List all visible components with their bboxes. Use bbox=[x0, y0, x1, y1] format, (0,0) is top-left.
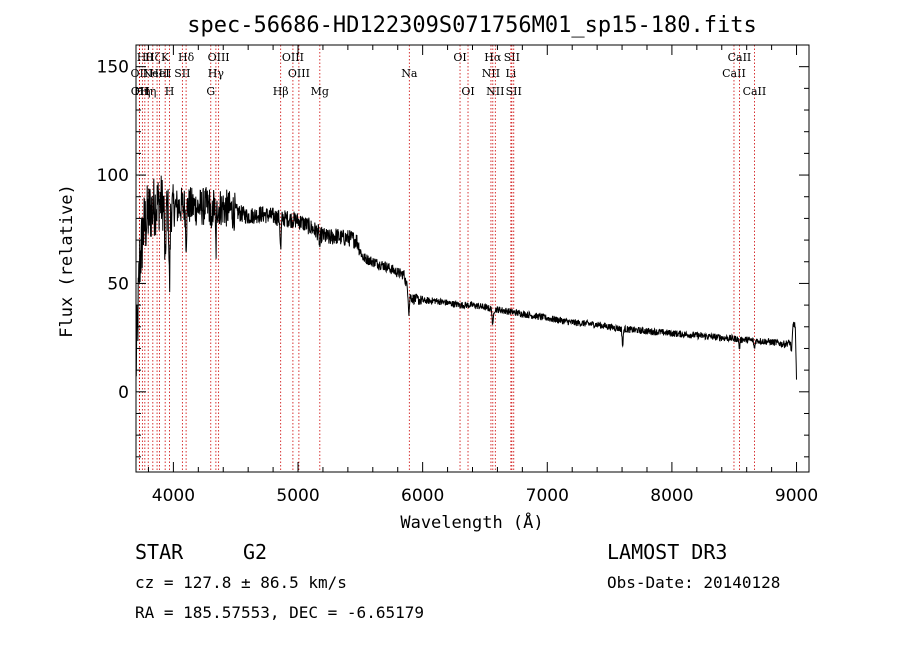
reference-line-label: OIII bbox=[208, 51, 230, 64]
reference-line-label: SII bbox=[506, 85, 522, 98]
reference-line-label: Li bbox=[505, 67, 516, 80]
x-tick-label: 6000 bbox=[401, 486, 444, 506]
x-tick-label: 5000 bbox=[276, 486, 319, 506]
x-tick-label: 7000 bbox=[526, 486, 569, 506]
reference-line-label: G bbox=[206, 85, 215, 98]
reference-lines: OIIOIIHηHθHηHζNeIIIHeIKHSIIHδGHγOIIIHβOI… bbox=[131, 45, 767, 472]
y-axis-label: Flux (relative) bbox=[57, 184, 77, 338]
spectrum-line bbox=[135, 175, 797, 380]
plot-axes: 4000 5000 6000 7000 8000 9000 0 50 100 150 bbox=[97, 44, 818, 506]
reference-line-label: CaII bbox=[722, 67, 746, 80]
redshift-readout: cz = 127.8 ± 86.5 km/s bbox=[135, 573, 347, 592]
plot-frame bbox=[135, 44, 810, 473]
reference-line-label: OII bbox=[131, 85, 149, 98]
x-tick-label: 4000 bbox=[152, 486, 195, 506]
chart-title: spec-56686-HD122309S071756M01_sp15-180.f… bbox=[187, 13, 757, 38]
reference-line-label: CaII bbox=[728, 51, 752, 64]
reference-line-label: NeIII bbox=[142, 67, 171, 80]
spectral-subclass: G2 bbox=[243, 540, 267, 564]
y-tick-label: 150 bbox=[97, 58, 129, 78]
reference-line-label: Mg bbox=[311, 85, 329, 98]
x-tick-label: 9000 bbox=[775, 486, 818, 506]
reference-line-label: Hγ bbox=[208, 67, 225, 80]
reference-line-label: Hβ bbox=[273, 85, 289, 98]
reference-line-label: H bbox=[165, 85, 175, 98]
reference-line-label: NII bbox=[486, 85, 504, 98]
reference-line-label: OI bbox=[461, 85, 474, 98]
reference-line-label: Na bbox=[401, 67, 418, 80]
spectrum-plot bbox=[135, 175, 797, 380]
reference-line-label: SII bbox=[504, 51, 520, 64]
reference-line-label: NII bbox=[482, 67, 500, 80]
reference-line-label: HeI bbox=[149, 67, 169, 80]
survey-name: LAMOST DR3 bbox=[607, 540, 727, 564]
reference-line-label: SII bbox=[174, 67, 190, 80]
reference-line-label: K bbox=[161, 51, 170, 64]
reference-line-label: Hδ bbox=[178, 51, 195, 64]
y-tick-label: 0 bbox=[118, 383, 129, 403]
reference-line-label: Hη bbox=[140, 85, 156, 98]
y-tick-label: 50 bbox=[107, 274, 129, 294]
x-tick-label: 8000 bbox=[650, 486, 693, 506]
object-type: STAR bbox=[135, 540, 184, 564]
reference-line-label: CaII bbox=[743, 85, 767, 98]
coordinates: RA = 185.57553, DEC = -6.65179 bbox=[135, 603, 424, 622]
obs-date: Obs-Date: 20140128 bbox=[607, 573, 780, 592]
reference-line-label: Hζ bbox=[145, 51, 161, 64]
x-axis-label: Wavelength (Å) bbox=[400, 511, 543, 533]
reference-line-label: Hα bbox=[484, 51, 502, 64]
reference-line-label: Hθ bbox=[137, 51, 154, 64]
reference-line-label: OIII bbox=[288, 67, 310, 80]
reference-line-label: OIII bbox=[282, 51, 304, 64]
y-tick-label: 100 bbox=[97, 166, 129, 186]
reference-line-label: OI bbox=[453, 51, 466, 64]
